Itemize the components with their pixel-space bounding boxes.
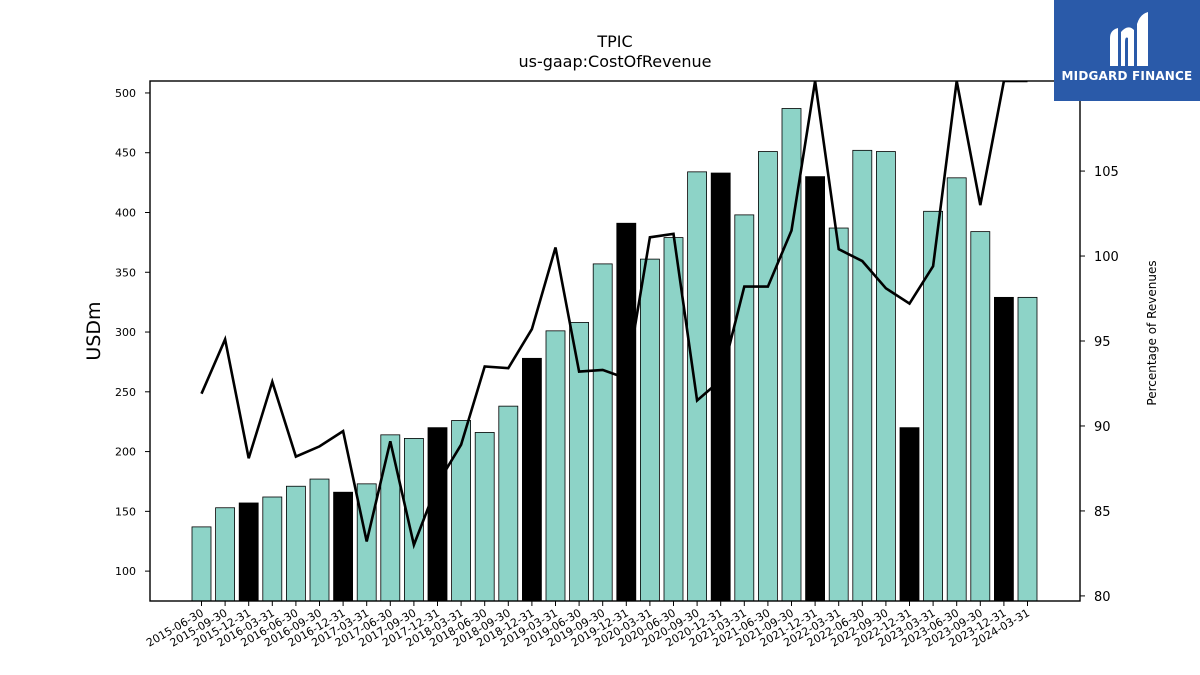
bar-2021-06-30 bbox=[758, 151, 778, 601]
bar-2019-09-30 bbox=[592, 263, 613, 601]
bar-2019-06-30 bbox=[569, 322, 589, 601]
bar-2015-06-30 bbox=[191, 526, 212, 601]
bar-2020-06-30 bbox=[663, 237, 684, 601]
y-tick-label-250: 250 bbox=[115, 386, 136, 399]
y-tick-label-400: 400 bbox=[115, 206, 136, 219]
bar-2023-06-30 bbox=[946, 177, 967, 601]
y2-tick-label-85: 85 bbox=[1094, 505, 1111, 520]
bar-2022-09-30 bbox=[876, 151, 896, 601]
bar-2022-03-31 bbox=[828, 227, 849, 601]
bar-2022-12-31 bbox=[899, 427, 920, 601]
bar-2019-03-31 bbox=[545, 330, 566, 601]
bar-2017-06-30 bbox=[380, 434, 401, 601]
bar-2015-09-30 bbox=[215, 507, 236, 601]
bar-2016-06-30 bbox=[285, 485, 306, 601]
bar-2020-03-31 bbox=[640, 258, 660, 601]
bar-2023-12-31 bbox=[994, 296, 1014, 601]
line-series bbox=[200, 81, 1028, 550]
bar-2018-03-31 bbox=[451, 420, 472, 601]
bar-2022-06-30 bbox=[852, 149, 873, 601]
y2-tick-label-80: 80 bbox=[1094, 590, 1111, 605]
bar-2017-03-31 bbox=[356, 483, 377, 601]
brand-logo: MIDGARD FINANCE bbox=[1054, 0, 1200, 101]
y-tick-label-100: 100 bbox=[115, 565, 136, 578]
bar-2015-12-31 bbox=[238, 502, 259, 601]
y2-tick-label-90: 90 bbox=[1094, 420, 1111, 435]
bar-2020-09-30 bbox=[687, 171, 707, 601]
y-tick-label-200: 200 bbox=[115, 446, 136, 459]
bar-2018-12-31 bbox=[522, 357, 542, 601]
y2-tick-label-95: 95 bbox=[1094, 335, 1111, 350]
bar-2017-12-31 bbox=[427, 427, 448, 601]
bar-2018-09-30 bbox=[498, 405, 519, 601]
y-tick-label-350: 350 bbox=[115, 266, 136, 279]
y-tick-label-500: 500 bbox=[115, 87, 136, 100]
chart-subtitle: us-gaap:CostOfRevenue bbox=[518, 52, 712, 71]
chart-title: TPIC bbox=[597, 32, 633, 51]
bar-2016-03-31 bbox=[262, 496, 283, 601]
bar-series bbox=[191, 108, 1038, 601]
bar-2023-03-31 bbox=[923, 210, 943, 601]
y-tick-label-450: 450 bbox=[115, 147, 136, 160]
y2-tick-label-105: 105 bbox=[1094, 165, 1119, 180]
bar-2021-12-31 bbox=[805, 176, 825, 601]
bar-2018-06-30 bbox=[474, 432, 495, 601]
y-axis-label-left: USDm bbox=[83, 301, 105, 361]
y2-tick-label-100: 100 bbox=[1094, 250, 1119, 265]
bar-2023-09-30 bbox=[970, 231, 991, 601]
bar-2016-12-31 bbox=[333, 491, 354, 601]
y-tick-label-300: 300 bbox=[115, 326, 136, 339]
y-axis-label-right: Percentage of Revenues bbox=[1145, 260, 1159, 406]
y-tick-label-150: 150 bbox=[115, 505, 136, 518]
bar-2021-03-31 bbox=[734, 214, 755, 601]
bar-2016-09-30 bbox=[309, 478, 330, 601]
logo-text: MIDGARD FINANCE bbox=[1061, 69, 1193, 83]
logo-mark-icon bbox=[1110, 12, 1148, 66]
bar-2024-03-31 bbox=[1017, 296, 1038, 601]
bar-2019-12-31 bbox=[616, 222, 637, 601]
